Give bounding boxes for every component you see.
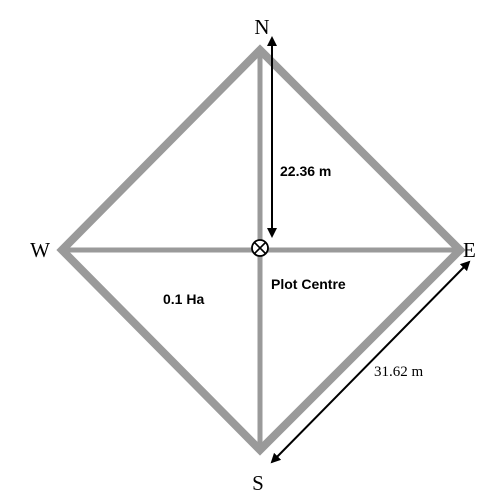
side-arrow	[270, 260, 471, 464]
south-label: S	[252, 471, 264, 495]
centre-cross	[253, 241, 267, 255]
side-label: 31.62 m	[374, 364, 424, 380]
west-label: W	[30, 238, 50, 262]
radius-label: 22.36 m	[280, 163, 331, 179]
area-label: 0.1 Ha	[163, 291, 204, 307]
north-label: N	[254, 15, 269, 39]
east-label: E	[463, 238, 476, 262]
centre-label: Plot Centre	[271, 276, 346, 292]
